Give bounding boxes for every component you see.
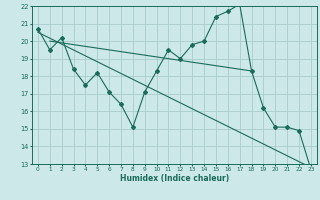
X-axis label: Humidex (Indice chaleur): Humidex (Indice chaleur) — [120, 174, 229, 183]
